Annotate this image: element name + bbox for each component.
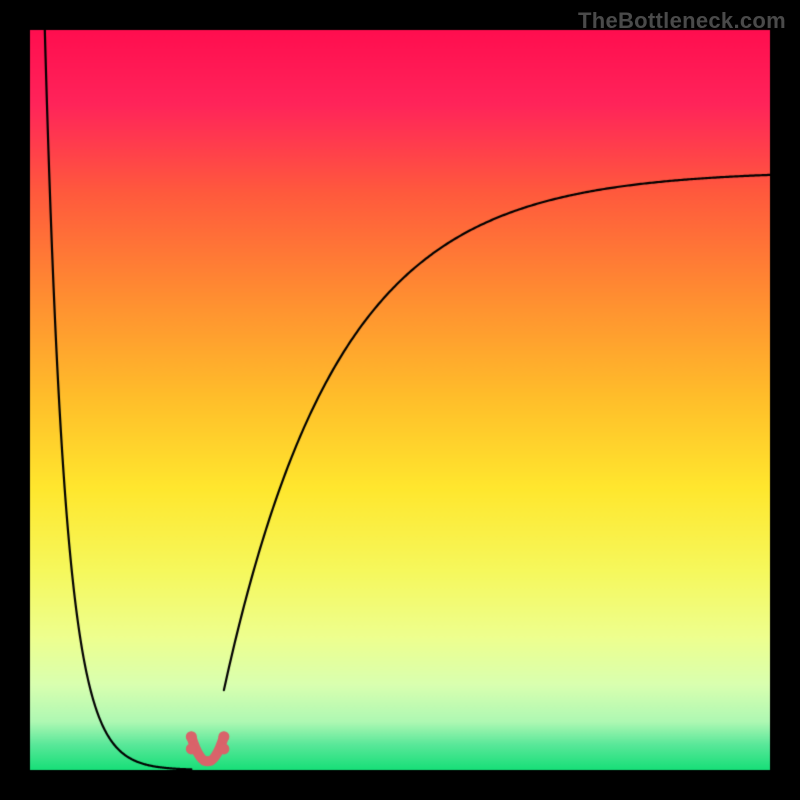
chart-container: { "watermark": "TheBottleneck.com", "wat… <box>0 0 800 800</box>
watermark-label: TheBottleneck.com <box>578 8 786 34</box>
chart-canvas-wrap <box>0 0 800 800</box>
bottleneck-chart-canvas <box>0 0 800 800</box>
